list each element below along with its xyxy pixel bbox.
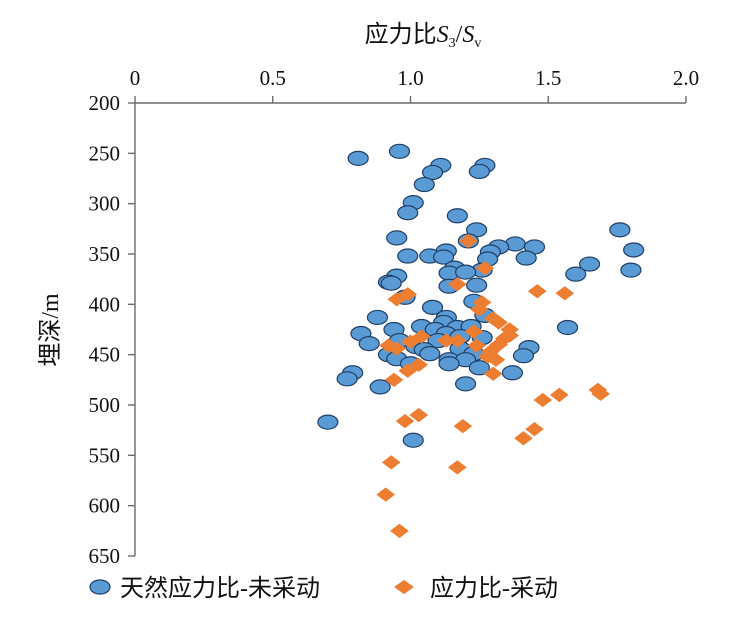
data-point-circle: [609, 222, 631, 238]
data-point-diamond: [459, 233, 478, 249]
labels-layer: 0 0.5 1.0 1.5 2.0 200 250 300 350 400 450 500 550 600…: [37, 21, 699, 568]
data-point-circle: [336, 371, 358, 387]
points-layer: [317, 143, 645, 538]
y-tick-label: 450: [89, 343, 121, 367]
data-point-diamond: [398, 363, 418, 378]
data-point-circle: [438, 356, 460, 372]
data-point-diamond: [387, 341, 407, 356]
x-axis-title-sub1: 3: [449, 36, 456, 51]
x-axis-title-slash: /: [456, 22, 463, 48]
x-axis-title-var1: S: [437, 22, 449, 48]
x-axis-title: 应力比S3/Sv: [365, 21, 482, 51]
data-point-diamond: [376, 487, 396, 502]
data-point-diamond: [401, 334, 420, 349]
data-point-circle: [397, 205, 419, 221]
data-point-circle: [468, 360, 490, 376]
data-point-circle: [402, 432, 424, 448]
data-point-diamond: [527, 284, 547, 299]
x-axis-title-var2: S: [462, 22, 474, 48]
data-point-circle: [578, 256, 601, 272]
data-point-diamond: [390, 523, 409, 538]
data-point-circle: [565, 266, 587, 282]
data-point-diamond: [475, 260, 495, 276]
data-point-circle: [366, 309, 389, 326]
y-tick-label: 600: [89, 494, 121, 518]
x-tick-label: 1.0: [397, 66, 423, 90]
data-point-diamond: [591, 386, 610, 402]
y-tick-label: 300: [89, 192, 121, 216]
data-point-diamond: [486, 352, 506, 367]
data-point-circle: [556, 319, 579, 336]
series-1: [317, 143, 645, 448]
y-axis-title: 埋深/m: [37, 293, 64, 367]
data-point-diamond: [448, 277, 467, 292]
axes-layer: [128, 96, 687, 557]
data-point-circle: [468, 163, 490, 180]
data-point-diamond: [525, 422, 544, 437]
y-tick-label: 650: [89, 544, 121, 568]
legend-marker-diamond: [394, 579, 414, 595]
data-point-diamond: [384, 372, 404, 387]
series-2: [376, 233, 610, 538]
data-point-diamond: [381, 455, 401, 470]
legend-label-mining: 应力比-采动: [430, 575, 558, 602]
y-tick-label: 250: [89, 141, 121, 165]
data-point-circle: [432, 249, 455, 265]
data-point-circle: [623, 242, 645, 258]
data-point-circle: [413, 176, 435, 193]
data-point-circle: [388, 143, 411, 159]
data-point-diamond: [387, 292, 407, 307]
data-point-diamond: [409, 357, 429, 372]
legend: 天然应力比-未采动 应力比-采动: [89, 575, 558, 602]
x-axis-title-prefix: 应力比: [365, 21, 437, 48]
data-point-diamond: [555, 286, 575, 301]
data-point-diamond: [409, 407, 429, 423]
data-point-diamond: [448, 460, 467, 475]
x-tick-label: 0.5: [260, 66, 286, 90]
legend-marker-circle: [89, 579, 111, 595]
data-point-circle: [397, 248, 419, 264]
data-point-circle: [515, 250, 537, 266]
data-point-diamond: [448, 333, 467, 348]
data-point-circle: [358, 335, 380, 352]
data-point-circle: [620, 262, 642, 278]
data-point-circle: [380, 275, 402, 291]
data-point-circle: [421, 164, 444, 181]
data-point-diamond: [395, 413, 415, 429]
data-point-circle: [455, 264, 477, 280]
data-point-diamond: [549, 387, 569, 403]
data-point-circle: [466, 277, 488, 293]
y-tick-label: 550: [89, 443, 121, 467]
data-point-circle: [347, 150, 369, 166]
data-point-diamond: [453, 419, 473, 434]
legend-label-undisturbed: 天然应力比-未采动: [120, 575, 320, 602]
data-point-diamond: [467, 338, 486, 353]
data-point-diamond: [533, 392, 553, 408]
data-point-diamond: [464, 324, 484, 339]
x-tick-label: 2.0: [673, 66, 699, 90]
data-point-circle: [421, 299, 444, 315]
data-point-circle: [446, 208, 468, 224]
x-tick-label: 0: [130, 66, 141, 90]
data-point-circle: [501, 365, 524, 381]
y-tick-label: 500: [89, 393, 121, 417]
x-tick-label: 1.5: [535, 66, 561, 90]
data-point-circle: [512, 348, 535, 364]
data-point-diamond: [470, 302, 489, 317]
y-tick-label: 400: [89, 292, 121, 316]
data-point-circle: [386, 230, 408, 246]
data-point-circle: [369, 379, 391, 395]
data-point-circle: [419, 346, 441, 362]
x-axis-title-sub2: v: [474, 36, 481, 51]
y-tick-label: 200: [89, 91, 121, 115]
data-point-circle: [455, 376, 477, 392]
data-point-circle: [317, 414, 339, 430]
data-point-diamond: [514, 431, 533, 446]
data-point-diamond: [483, 366, 503, 381]
y-tick-label: 350: [89, 242, 121, 266]
data-point-diamond: [489, 315, 508, 330]
